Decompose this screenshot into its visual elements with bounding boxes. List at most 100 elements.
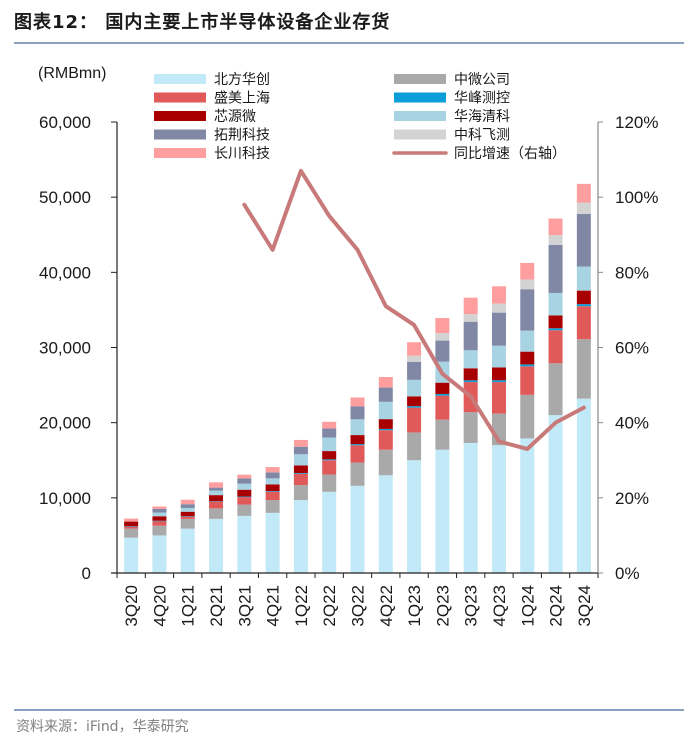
bar-segment — [265, 467, 280, 473]
bar-segment — [548, 244, 563, 293]
legend-swatch — [154, 148, 206, 158]
y-tick-label-left: 10,000 — [39, 489, 91, 508]
bar-segment — [350, 406, 365, 420]
bar-segment — [463, 297, 478, 315]
legend-swatch — [394, 129, 446, 140]
bar-segment — [293, 473, 308, 486]
bar-segment — [237, 504, 252, 516]
bar-segment — [378, 430, 393, 450]
bar-segment — [407, 432, 422, 461]
legend-swatch — [394, 74, 446, 84]
bar-segment — [265, 484, 280, 492]
bar-segment — [378, 419, 393, 429]
bar-segment — [322, 451, 337, 460]
bar-segment — [463, 350, 478, 369]
bar-segment — [237, 474, 252, 479]
legend-label: 同比增速（右轴） — [454, 146, 566, 162]
bar-segment — [520, 351, 535, 365]
bar-segment — [491, 303, 506, 313]
bar-segment — [548, 292, 563, 316]
bar-segment — [180, 518, 195, 529]
bar-segment — [407, 379, 422, 397]
legend-label: 华海清科 — [454, 109, 510, 125]
bar-segment — [463, 442, 478, 573]
bar-segment — [322, 460, 337, 475]
bar-segment — [322, 491, 337, 573]
bar-segment — [322, 459, 337, 461]
bar-segment — [209, 495, 224, 502]
bar-segment — [435, 333, 450, 341]
bar-segment — [209, 501, 224, 502]
y-tick-label-left: 40,000 — [39, 263, 91, 282]
bar-segment — [576, 213, 591, 267]
legend-swatch — [154, 92, 206, 103]
axes-group: 0 10,000 20,000 30,000 40,000 50,000 60,000 0% 2… — [39, 113, 658, 627]
bar-segment — [350, 485, 365, 573]
bar-segment — [180, 511, 195, 517]
bar-segment — [180, 507, 195, 512]
bar-segment — [463, 314, 478, 322]
bar-segment — [407, 396, 422, 407]
legend-label: 盛美上海 — [214, 91, 270, 107]
y-tick-label-left: 50,000 — [39, 188, 91, 207]
legend-label: 华峰测控 — [454, 91, 510, 107]
bar-segment — [491, 286, 506, 304]
bar-segment — [378, 475, 393, 573]
bar-segment — [491, 382, 506, 414]
bar-segment — [548, 415, 563, 573]
bar-segment — [407, 342, 422, 356]
bar-segment — [293, 439, 308, 447]
x-tick-label: 3Q23 — [462, 585, 481, 627]
x-tick-label: 4Q23 — [490, 585, 509, 627]
legend-swatch — [154, 111, 206, 121]
x-tick-label: 2Q24 — [547, 585, 566, 627]
x-tick-label: 2Q22 — [320, 585, 339, 627]
y-tick-label-right: 40% — [615, 414, 649, 433]
x-tick-label: 4Q20 — [150, 585, 169, 627]
bar-segment — [491, 367, 506, 381]
bar-segment — [209, 508, 224, 519]
bar-segment — [237, 489, 252, 497]
y-axis-label: (RMBmn) — [38, 65, 106, 82]
bar-segment — [322, 421, 337, 429]
bar-segment — [548, 363, 563, 416]
bar-segment — [237, 483, 252, 490]
bar-segment — [152, 535, 167, 573]
bar-segment — [293, 485, 308, 501]
bar-segment — [435, 419, 450, 450]
bar-segment — [350, 435, 365, 445]
y-tick-label-right: 60% — [615, 339, 649, 358]
y-tick-label-right: 100% — [615, 188, 658, 207]
bar-segment — [152, 508, 167, 513]
bar-segment — [152, 521, 167, 526]
bar-segment — [548, 330, 563, 364]
bar-segment — [350, 462, 365, 486]
bar-segment — [209, 482, 224, 488]
bar-segment — [124, 537, 139, 573]
bar-segment — [237, 515, 252, 573]
bar-segment — [407, 355, 422, 362]
bar-segment — [124, 526, 139, 529]
bar-segment — [237, 497, 252, 505]
y-tick-label-right: 0% — [615, 564, 640, 583]
bar-segment — [180, 499, 195, 505]
bar-segment — [491, 445, 506, 573]
bar-segment — [576, 202, 591, 214]
bar-segment — [407, 407, 422, 433]
bar-segment — [435, 382, 450, 394]
bar-segment — [463, 380, 478, 383]
legend-label: 长川科技 — [214, 146, 270, 162]
bar-segment — [520, 330, 535, 352]
y-tick-label-right: 80% — [615, 263, 649, 282]
bar-segment — [322, 474, 337, 492]
bar-segment — [520, 394, 535, 439]
x-tick-label: 3Q21 — [235, 585, 254, 627]
x-tick-label: 1Q24 — [518, 585, 537, 627]
bars-group — [124, 183, 591, 573]
bar-segment — [265, 500, 280, 513]
bar-segment — [435, 449, 450, 573]
y-tick-label-left: 20,000 — [39, 414, 91, 433]
bar-segment — [322, 428, 337, 438]
bar-segment — [576, 304, 591, 307]
